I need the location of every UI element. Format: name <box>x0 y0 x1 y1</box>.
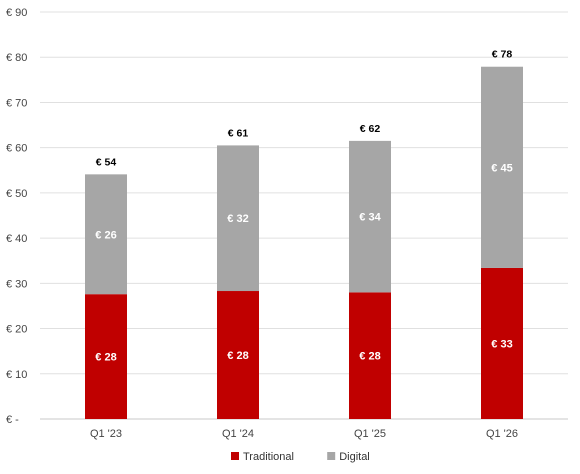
bar-traditional <box>349 292 391 419</box>
x-tick-label: Q1 '25 <box>354 428 386 440</box>
legend-swatch-traditional <box>231 452 239 460</box>
bar-digital <box>481 66 523 268</box>
data-labels: € 28 € 26 € 54 € 28 € 32 € 61 € 28 € 34 € 62 € 33… <box>95 49 512 364</box>
data-label-digital: € 32 <box>227 213 248 225</box>
x-tick-label: Q1 '23 <box>90 428 122 440</box>
bar-digital <box>349 140 391 293</box>
total-label: € 54 <box>96 156 117 168</box>
bar-traditional <box>85 294 127 419</box>
total-label: € 78 <box>492 49 513 61</box>
bar-digital <box>217 145 259 292</box>
y-tick-label: € 80 <box>6 52 27 64</box>
grid-lines <box>40 11 568 420</box>
y-tick-label: € 90 <box>6 7 27 19</box>
y-tick-label: € 40 <box>6 233 27 245</box>
x-axis-ticks: Q1 '23 Q1 '24 Q1 '25 Q1 '26 <box>90 428 518 440</box>
legend-label-digital: Digital <box>339 451 370 463</box>
legend: Traditional Digital <box>231 451 370 463</box>
y-tick-label: € 30 <box>6 278 27 290</box>
y-tick-label: € 70 <box>6 97 27 109</box>
data-label-traditional: € 28 <box>227 350 248 362</box>
data-label-traditional: € 33 <box>491 338 512 350</box>
legend-label-traditional: Traditional <box>243 451 294 463</box>
x-tick-label: Q1 '26 <box>486 428 518 440</box>
data-label-traditional: € 28 <box>95 352 116 364</box>
total-label: € 61 <box>228 127 249 139</box>
total-label: € 62 <box>360 123 381 135</box>
y-tick-label: € 50 <box>6 188 27 200</box>
x-tick-label: Q1 '24 <box>222 428 254 440</box>
y-tick-label: € 10 <box>6 369 27 381</box>
bar-traditional <box>481 267 523 419</box>
legend-swatch-digital <box>327 452 336 460</box>
data-label-digital: € 45 <box>491 162 512 174</box>
y-tick-label: € 60 <box>6 143 27 155</box>
bars <box>85 66 523 419</box>
y-tick-label: € 20 <box>6 324 27 336</box>
bar-digital <box>85 174 127 295</box>
data-label-digital: € 34 <box>359 212 381 224</box>
bar-traditional <box>217 291 259 419</box>
y-axis-ticks: € - € 10 € 20 € 30 € 40 € 50 € 60 € 70 € 80 € 90 <box>6 7 27 426</box>
data-label-digital: € 26 <box>95 229 116 241</box>
data-label-traditional: € 28 <box>359 351 380 363</box>
y-tick-label: € - <box>6 414 19 426</box>
